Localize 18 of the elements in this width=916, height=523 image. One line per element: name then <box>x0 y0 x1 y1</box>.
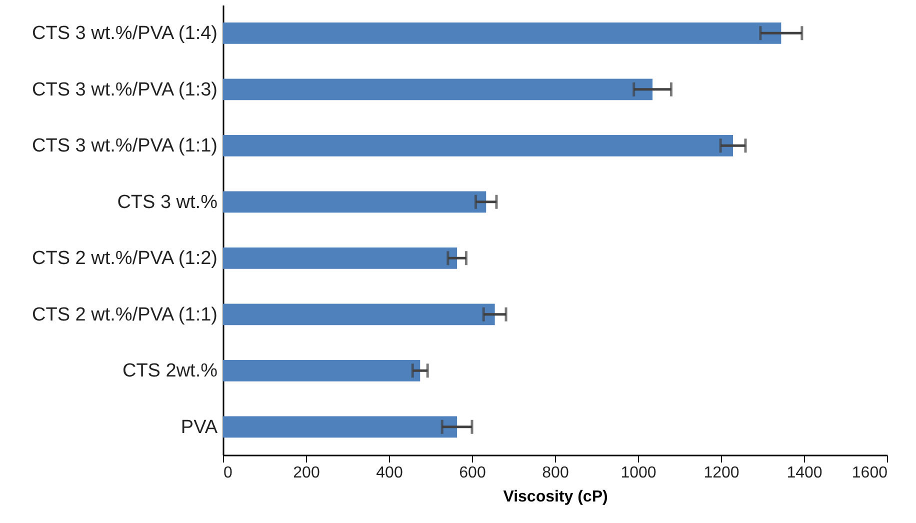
x-axis-title: Viscosity (cP) <box>503 488 608 506</box>
x-tick-label: 800 <box>542 464 569 482</box>
y-tick-label: CTS 3 wt.% <box>117 192 218 213</box>
y-tick-label: CTS 2 wt.%/PVA (1:1) <box>32 304 218 326</box>
x-tick-label: 1000 <box>620 464 656 482</box>
x-tick-label: 400 <box>376 464 403 482</box>
x-tick-label: 1600 <box>852 464 888 482</box>
x-tick-label: 600 <box>459 464 486 482</box>
x-tick-label: 0 <box>224 464 232 482</box>
y-tick-label: CTS 2wt.% <box>122 360 218 382</box>
x-tick-label: 1400 <box>786 464 822 482</box>
x-tick-label: 1200 <box>704 464 740 482</box>
y-tick-label: PVA <box>180 416 218 438</box>
y-tick-label: CTS 3 wt.%/PVA (1:3) <box>32 79 218 100</box>
y-tick-label: CTS 3 wt.%/PVA (1:1) <box>32 136 218 157</box>
y-tick-label: CTS 2 wt.%/PVA (1:2) <box>32 248 218 270</box>
x-tick-label: 200 <box>293 464 320 482</box>
y-tick-label: CTS 3 wt.%/PVA (1:4) <box>32 23 218 44</box>
